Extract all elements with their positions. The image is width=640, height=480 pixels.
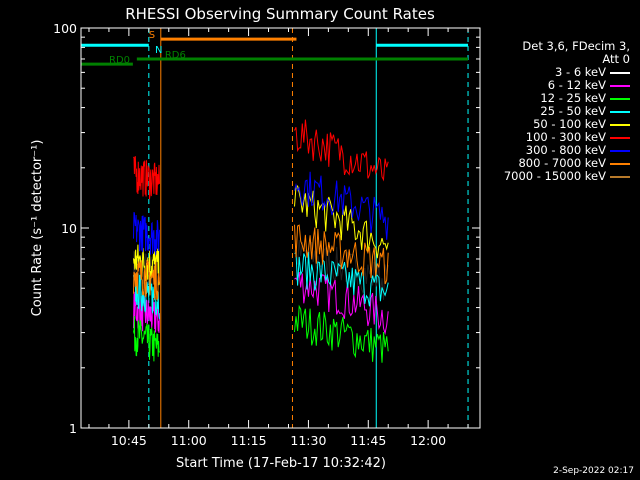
y-tick-label-0: 1 bbox=[69, 421, 77, 436]
legend-header-line-0: Det 3,6, FDecim 3, bbox=[522, 39, 630, 53]
series-4-seg2 bbox=[294, 185, 389, 259]
x-tick-label-0: 10:45 bbox=[111, 433, 147, 448]
legend-header-line-1: Att 0 bbox=[602, 52, 630, 66]
legend-item: 12 - 25 keV bbox=[478, 92, 634, 105]
state-bar-label-4: RD6 bbox=[165, 50, 186, 61]
x-tick-label-1: 11:00 bbox=[171, 433, 207, 448]
legend-header: Det 3,6, FDecim 3, Att 0 bbox=[478, 40, 634, 66]
legend-item-label: 7000 - 15000 keV bbox=[503, 169, 606, 183]
legend-item-label: 12 - 25 keV bbox=[540, 91, 606, 105]
legend-item: 7000 - 15000 keV bbox=[478, 170, 634, 183]
series-6-seg1 bbox=[133, 211, 160, 256]
legend-item: 50 - 100 keV bbox=[478, 118, 634, 131]
series-2-seg2 bbox=[294, 304, 389, 363]
legend-item-label: 300 - 800 keV bbox=[525, 143, 606, 157]
legend-swatch bbox=[610, 111, 630, 113]
plot-area: NS RD0 RD6 bbox=[80, 28, 469, 428]
legend-item-label: 6 - 12 keV bbox=[547, 78, 606, 92]
x-tick-label-5: 12:00 bbox=[410, 433, 446, 448]
legend-item: 6 - 12 keV bbox=[478, 79, 634, 92]
legend-item: 100 - 300 keV bbox=[478, 131, 634, 144]
chart-title: RHESSI Observing Summary Count Rates bbox=[125, 5, 435, 23]
state-bar-label-3: RD0 bbox=[109, 55, 130, 66]
series-5-seg2 bbox=[294, 119, 389, 182]
series-5-seg1 bbox=[133, 156, 160, 200]
x-tick-label-4: 11:45 bbox=[350, 433, 386, 448]
legend-swatch bbox=[610, 124, 630, 126]
legend-swatch bbox=[610, 72, 630, 74]
legend-item: 800 - 7000 keV bbox=[478, 157, 634, 170]
legend-item-label: 800 - 7000 keV bbox=[518, 156, 606, 170]
legend-item: 300 - 800 keV bbox=[478, 144, 634, 157]
legend-item-label: 100 - 300 keV bbox=[525, 130, 606, 144]
series-0-seg2 bbox=[294, 239, 389, 300]
legend-swatch bbox=[610, 176, 630, 178]
legend-swatch bbox=[610, 85, 630, 87]
legend-item-label: 25 - 50 keV bbox=[540, 104, 606, 118]
y-tick-label-1: 10 bbox=[61, 221, 77, 236]
legend-item-label: 50 - 100 keV bbox=[533, 117, 606, 131]
state-bar-label-0: N bbox=[155, 45, 162, 56]
series-6-seg2 bbox=[294, 171, 389, 240]
axes: 10:45 11:00 11:15 11:30 11:45 12:00 1 10 100 bbox=[53, 21, 481, 448]
footer-timestamp: 2-Sep-2022 02:17 bbox=[553, 466, 634, 476]
x-tick-label-2: 11:15 bbox=[231, 433, 267, 448]
legend-item: 3 - 6 keV bbox=[478, 66, 634, 79]
state-bar-label-2: S bbox=[149, 30, 155, 41]
legend-swatch bbox=[610, 150, 630, 152]
series-2-seg1 bbox=[133, 315, 160, 362]
y-axis-label: Count Rate (s⁻¹ detector⁻¹) bbox=[30, 140, 45, 317]
y-tick-label-2: 100 bbox=[53, 21, 77, 36]
series-7-seg1 bbox=[133, 259, 160, 301]
legend-swatch bbox=[610, 98, 630, 100]
series-7-seg2 bbox=[294, 224, 389, 285]
legend-swatch bbox=[610, 163, 630, 165]
legend: Det 3,6, FDecim 3, Att 0 3 - 6 keV 6 - 12 … bbox=[478, 40, 634, 183]
legend-item: 25 - 50 keV bbox=[478, 105, 634, 118]
legend-rows: 3 - 6 keV 6 - 12 keV 12 - 25 keV 25 - 50 ke… bbox=[478, 66, 634, 183]
x-tick-label-3: 11:30 bbox=[290, 433, 326, 448]
legend-swatch bbox=[610, 137, 630, 139]
x-axis-label: Start Time (17-Feb-17 10:32:42) bbox=[176, 456, 386, 471]
legend-item-label: 3 - 6 keV bbox=[555, 65, 606, 79]
